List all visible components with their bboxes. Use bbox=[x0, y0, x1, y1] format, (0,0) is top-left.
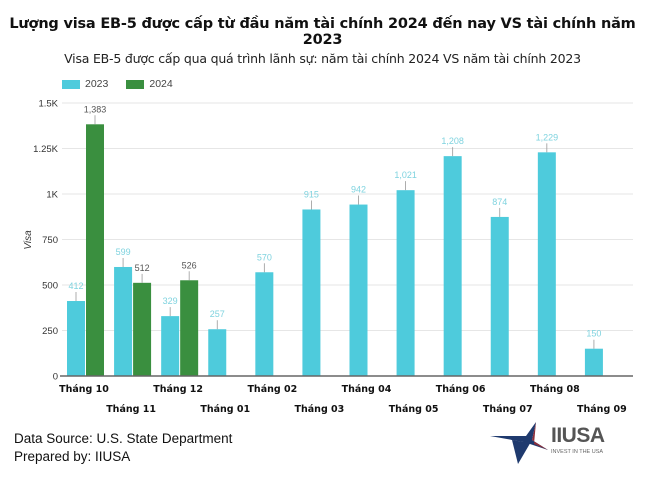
x-axis-labels: Tháng 10 Tháng 11 Tháng 12 Tháng 01 Tháng 02… bbox=[59, 384, 627, 415]
x-tick-label: Tháng 08 bbox=[530, 384, 580, 395]
legend-item-2023[interactable]: 2023 bbox=[62, 78, 108, 90]
chart-title: Visa EB-5 được cấp qua quá trình lãnh sự… bbox=[64, 51, 581, 66]
data-label: 257 bbox=[210, 309, 225, 319]
data-label: 329 bbox=[163, 296, 178, 306]
iiusa-logo: IIUSA INVEST IN THE USA bbox=[490, 420, 630, 466]
x-tick-label: Tháng 05 bbox=[389, 404, 439, 415]
x-tick-label: Tháng 10 bbox=[59, 384, 109, 395]
bar-2023-7[interactable] bbox=[349, 204, 368, 376]
page-title: Lượng visa EB-5 được cấp từ đầu năm tài … bbox=[9, 16, 636, 48]
data-label: 1,021 bbox=[394, 170, 417, 180]
y-tick-label: 750 bbox=[42, 235, 58, 246]
legend-swatch-2023 bbox=[62, 79, 80, 89]
legend: 2023 2024 bbox=[62, 78, 173, 90]
bar-2023-5[interactable] bbox=[255, 272, 274, 376]
x-tick-label: Tháng 02 bbox=[247, 384, 297, 395]
bar-2023-3[interactable] bbox=[161, 316, 180, 376]
x-tick-label: Tháng 01 bbox=[200, 404, 250, 415]
data-label: 874 bbox=[492, 197, 507, 207]
x-tick-label: Tháng 04 bbox=[342, 384, 392, 395]
data-label: 526 bbox=[182, 260, 197, 270]
bar-2023-2[interactable] bbox=[114, 266, 133, 376]
data-label: 150 bbox=[586, 329, 601, 339]
bar-chart: 0 250 500 750 1K 1.25K 1.5K Visa 412 1,383 599 51… bbox=[23, 99, 633, 415]
x-tick-label: Tháng 12 bbox=[153, 384, 203, 395]
legend-label-2024: 2024 bbox=[149, 78, 173, 90]
bar-2023-6[interactable] bbox=[302, 209, 321, 376]
bar-2024-2[interactable] bbox=[133, 282, 152, 376]
bar-2023-11[interactable] bbox=[537, 152, 556, 376]
data-label: 599 bbox=[116, 247, 131, 257]
bars: 412 1,383 599 512 329 526 257 570 915 942 1,021 1,2… bbox=[67, 104, 603, 376]
x-tick-label: Tháng 06 bbox=[436, 384, 486, 395]
bar-2023-1[interactable] bbox=[67, 301, 85, 376]
y-tick-label: 250 bbox=[42, 326, 58, 337]
logo-tagline: INVEST IN THE USA bbox=[551, 449, 604, 455]
x-tick-label: Tháng 11 bbox=[106, 404, 156, 415]
star-logo-icon bbox=[490, 422, 548, 464]
y-tick-label: 1K bbox=[46, 190, 58, 201]
y-tick-label: 0 bbox=[53, 372, 58, 383]
bar-2023-4[interactable] bbox=[208, 329, 227, 376]
data-label: 1,229 bbox=[536, 132, 559, 142]
prepared-by: Prepared by: IIUSA bbox=[14, 449, 131, 464]
data-label: 512 bbox=[135, 263, 150, 273]
data-label: 412 bbox=[68, 281, 83, 291]
x-tick-label: Tháng 09 bbox=[577, 404, 627, 415]
data-label: 915 bbox=[304, 189, 319, 199]
bar-2023-10[interactable] bbox=[490, 216, 509, 376]
bar-2023-9[interactable] bbox=[443, 156, 462, 376]
bar-2023-12[interactable] bbox=[584, 348, 603, 376]
data-label: 1,383 bbox=[84, 104, 107, 114]
bar-2024-3[interactable] bbox=[180, 280, 199, 376]
bar-2023-8[interactable] bbox=[396, 190, 415, 376]
logo-name: IIUSA bbox=[551, 424, 605, 447]
bar-2024-1[interactable] bbox=[86, 124, 104, 376]
data-label: 1,208 bbox=[441, 136, 464, 146]
data-source: Data Source: U.S. State Department bbox=[14, 431, 233, 446]
y-axis-label: Visa bbox=[23, 230, 34, 250]
y-tick-label: 1.5K bbox=[38, 99, 58, 110]
y-tick-label: 1.25K bbox=[33, 144, 58, 155]
data-label: 942 bbox=[351, 185, 366, 195]
legend-item-2024[interactable]: 2024 bbox=[126, 78, 173, 90]
y-tick-label: 500 bbox=[42, 281, 58, 292]
y-axis-ticks: 0 250 500 750 1K 1.25K 1.5K bbox=[33, 99, 58, 383]
data-label: 570 bbox=[257, 252, 272, 262]
legend-swatch-2024 bbox=[126, 79, 145, 89]
legend-label-2023: 2023 bbox=[85, 78, 109, 90]
footer: Data Source: U.S. State Department Prepa… bbox=[14, 430, 232, 466]
x-tick-label: Tháng 03 bbox=[295, 404, 345, 415]
x-tick-label: Tháng 07 bbox=[483, 404, 533, 415]
